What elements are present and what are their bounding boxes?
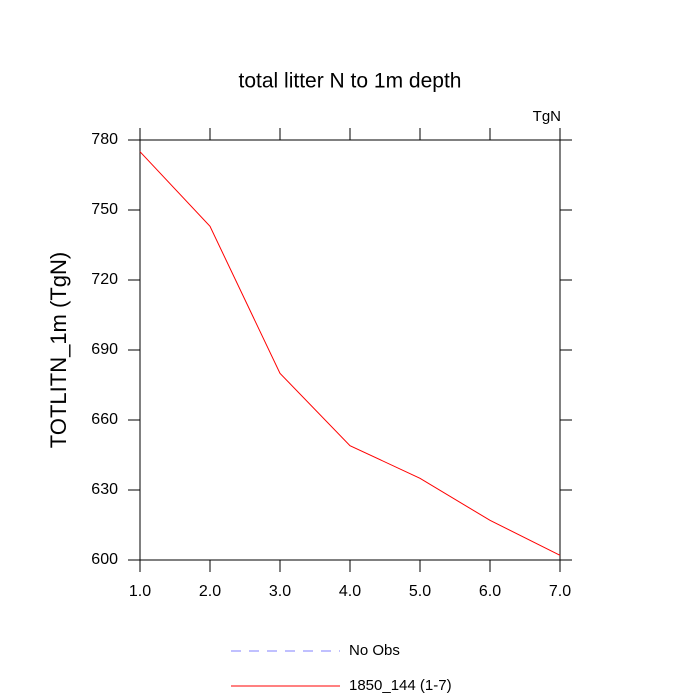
legend-label: No Obs bbox=[349, 642, 400, 659]
x-tick-label: 5.0 bbox=[409, 583, 431, 600]
data-line bbox=[139, 151, 561, 556]
y-tick-label: 600 bbox=[91, 551, 118, 568]
y-tick-label: 750 bbox=[91, 201, 118, 218]
x-tick-label: 3.0 bbox=[269, 583, 291, 600]
y-tick-label: 720 bbox=[91, 271, 118, 288]
chart-subtitle: TgN bbox=[533, 108, 561, 125]
x-tick-label: 1.0 bbox=[129, 583, 151, 600]
plot-frame bbox=[139, 139, 561, 561]
x-tick-label: 2.0 bbox=[199, 583, 221, 600]
y-tick-label: 630 bbox=[91, 481, 118, 498]
legend-label: 1850_144 (1-7) bbox=[349, 677, 452, 694]
y-tick-label: 690 bbox=[91, 341, 118, 358]
y-axis-label: TOTLITN_1m (TgN) bbox=[46, 252, 71, 448]
y-tick-label: 660 bbox=[91, 411, 118, 428]
chart-title: total litter N to 1m depth bbox=[239, 70, 462, 93]
x-tick-label: 7.0 bbox=[549, 583, 571, 600]
y-tick-label: 780 bbox=[91, 131, 118, 148]
x-tick-label: 6.0 bbox=[479, 583, 501, 600]
x-tick-label: 4.0 bbox=[339, 583, 361, 600]
